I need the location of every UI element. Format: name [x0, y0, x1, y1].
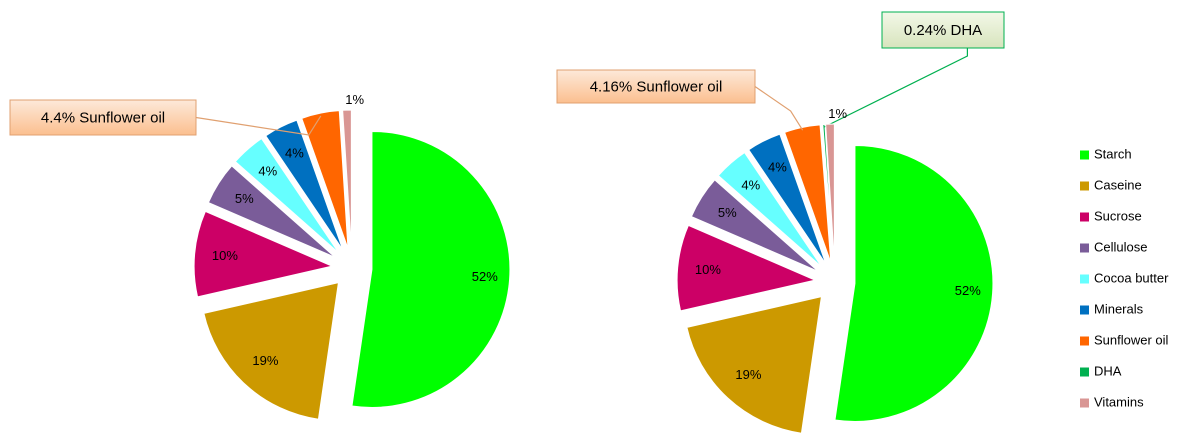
data-label: 5% — [718, 205, 737, 220]
legend-label: Sucrose — [1094, 208, 1142, 223]
pie-slice — [825, 123, 835, 263]
pie-slice — [203, 282, 340, 420]
pie-slice — [342, 109, 352, 249]
legend-label: Starch — [1094, 146, 1132, 161]
callout-box — [556, 69, 756, 104]
data-label: 10% — [695, 262, 721, 277]
callout-leader — [754, 86, 804, 131]
legend-swatch — [1080, 243, 1089, 253]
legend-label: Cocoa butter — [1094, 270, 1169, 285]
pie-slice — [193, 210, 334, 298]
pie-slice — [265, 119, 344, 251]
legend-swatch — [1080, 305, 1089, 315]
pie-slice — [207, 165, 336, 258]
data-label: 19% — [735, 367, 761, 382]
data-label: 52% — [472, 269, 498, 284]
callout-leader — [195, 115, 322, 136]
data-label: 19% — [252, 353, 278, 368]
callout-label: 4.4% Sunflower oil — [41, 109, 165, 126]
pie-slice — [748, 133, 827, 265]
pie-slice — [301, 110, 349, 249]
callout-leader — [823, 48, 969, 128]
callout-label: 0.24% DHA — [904, 22, 982, 39]
pie-slice — [690, 179, 819, 272]
legend-label: Cellulose — [1094, 239, 1147, 254]
pie-slice — [783, 124, 832, 263]
pie-slice — [351, 130, 511, 408]
pie-slice — [234, 137, 340, 254]
legend-label: DHA — [1094, 363, 1122, 378]
data-label: 4% — [285, 146, 304, 161]
data-label: 4% — [768, 160, 787, 175]
data-label: 1% — [345, 92, 364, 107]
legend-swatch — [1080, 274, 1089, 284]
data-label: 5% — [235, 191, 254, 206]
legend-label: Minerals — [1094, 301, 1144, 316]
pie-slice — [822, 123, 835, 263]
legend-swatch — [1080, 212, 1089, 222]
data-label: 10% — [212, 248, 238, 263]
pie-slice — [717, 151, 823, 268]
callout-label: 4.16% Sunflower oil — [590, 78, 723, 95]
data-label: 4% — [258, 164, 277, 179]
data-label: 4% — [741, 178, 760, 193]
legend-swatch — [1080, 367, 1089, 377]
legend-label: Sunflower oil — [1094, 332, 1169, 347]
legend-swatch — [1080, 150, 1089, 160]
data-label: 1% — [828, 106, 847, 121]
callout-box — [9, 99, 197, 136]
legend-label: Caseine — [1094, 177, 1142, 192]
legend-swatch — [1080, 398, 1089, 408]
pie-slice — [676, 224, 817, 312]
pie-slice — [686, 296, 823, 434]
legend-label: Vitamins — [1094, 394, 1144, 409]
callout-box — [881, 11, 1005, 49]
pie-slice — [834, 144, 994, 422]
legend-swatch — [1080, 336, 1089, 346]
legend-swatch — [1080, 181, 1089, 191]
data-label: 52% — [955, 283, 981, 298]
